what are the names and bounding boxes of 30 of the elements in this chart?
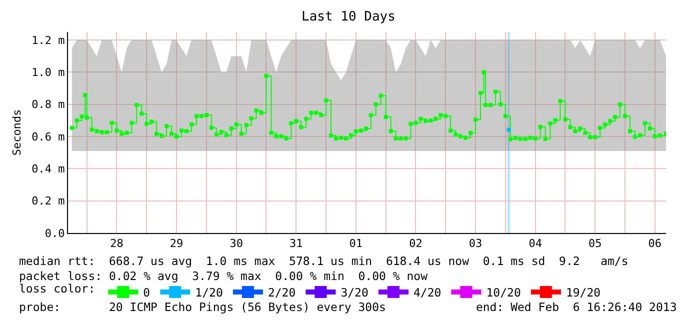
x-tick-label: 05	[588, 237, 602, 250]
legend-label: 19/20	[566, 285, 601, 300]
x-tick-label: 02	[409, 237, 422, 250]
x-tick-label: 06	[648, 237, 662, 250]
x-tick-label: 28	[110, 237, 124, 250]
y-tick-label: 0.0	[44, 226, 65, 240]
y-tick-label: 1.2 m	[32, 34, 66, 47]
y-axis-title: Seconds	[10, 109, 24, 156]
legend-label: 1/20	[195, 285, 223, 300]
y-tick-label: 0.2 m	[32, 194, 66, 208]
legend-label: 2/20	[268, 285, 296, 300]
y-tick-label: 0.4 m	[32, 162, 66, 176]
legend-label: 0	[143, 285, 150, 300]
x-tick-label: 04	[528, 237, 542, 250]
x-tick-label: 29	[170, 237, 184, 250]
x-tick-label: 01	[349, 237, 363, 250]
x-tick-label: 31	[290, 237, 303, 250]
legend-title: loss color:	[19, 281, 96, 296]
legend-label: 10/20	[486, 285, 521, 300]
y-tick-label: 1.0 m	[32, 66, 66, 80]
x-tick-label: 30	[230, 237, 243, 250]
text: probe: 20 ICMP Echo Pings (56 Bytes) every 300s end: Wed Feb 6 16:26:40 2013	[19, 300, 677, 314]
x-tick-label: 03	[468, 237, 482, 250]
y-tick-label: 0.6 m	[32, 130, 66, 144]
text: median rtt: 668.7 us avg 1.0 ms max 578.1 us min 618.4 us now 0.1 ms sd 9.2 am/s	[19, 254, 628, 268]
legend-label: 3/20	[340, 285, 368, 300]
text: packet loss: 0.02 % avg 3.79 % max 0.00 % min 0.00 % now	[19, 269, 428, 283]
y-tick-label: 0.8 m	[32, 98, 66, 112]
chart-title: Last 10 Days	[302, 10, 396, 25]
legend-label: 4/20	[413, 285, 442, 300]
